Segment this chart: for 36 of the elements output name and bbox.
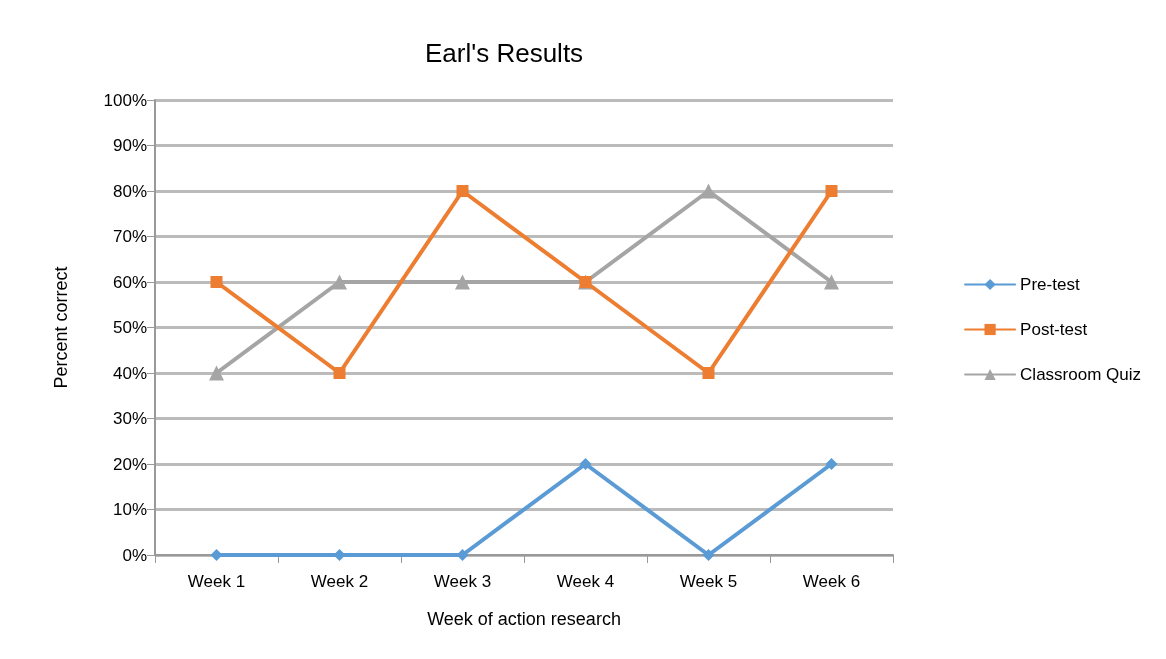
point [456,185,469,197]
y-tick-label: 100% [103,90,147,110]
point [702,549,715,561]
point [455,274,470,290]
point [209,365,224,381]
point [825,458,838,470]
x-tick-label: Week 3 [433,572,492,591]
point [333,367,346,379]
x-tick-label: Week 1 [187,572,246,591]
point [210,276,223,288]
x-tick-label: Week 2 [310,572,369,591]
legend-label: Post-test [1020,320,1088,339]
chart-title: Earl's Results [425,38,584,68]
point [824,274,839,290]
y-tick-label: 30% [112,409,147,428]
point [702,367,715,379]
y-axis-title: Percent correct [51,266,71,389]
point [579,458,592,470]
x-tick-label: Week 4 [556,572,615,591]
point [332,274,347,290]
y-tick-label: 0% [122,545,147,565]
x-tick-label: Week 6 [802,572,861,591]
point [701,183,716,199]
legend-label: Classroom Quiz [1020,365,1141,384]
x-axis-title: Week of action research [427,609,621,629]
y-tick-label: 20% [112,454,147,474]
x-tick-label: Week 5 [679,572,738,591]
y-tick-label: 50% [112,318,147,337]
y-tick-label: 70% [112,227,147,246]
y-tick-label: 90% [112,136,147,155]
y-tick-label: 40% [112,363,147,383]
y-tick-label: 10% [112,500,147,519]
y-tick-label: 80% [112,181,147,201]
y-tick-label: 60% [112,272,147,292]
point [825,185,838,197]
legend-label: Pre-test [1020,275,1080,294]
